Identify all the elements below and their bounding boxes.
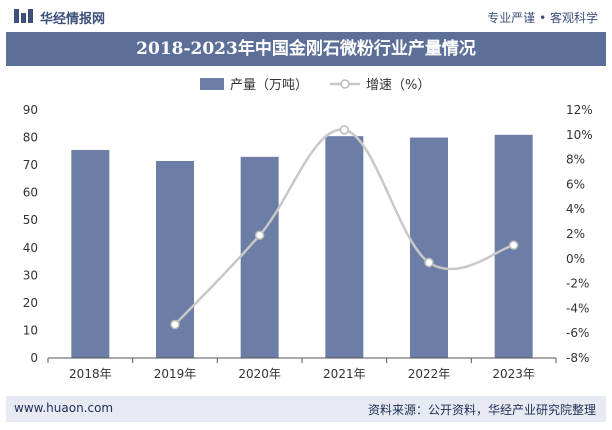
left-tick-label: 0 (30, 351, 38, 365)
growth-point (339, 125, 350, 135)
growth-point (508, 240, 519, 250)
bar-chart-logo-icon (14, 9, 33, 23)
legend-line-label: 增速（%） (366, 78, 430, 93)
legend-bar-swatch (200, 78, 224, 90)
right-tick-label: 10% (566, 128, 593, 142)
title-bar: 2018-2023年中国金刚石微粉行业产量情况 (6, 32, 606, 66)
right-tick-label: 6% (566, 177, 585, 191)
website-link[interactable]: www.huaon.com (14, 401, 114, 415)
bar (71, 149, 110, 358)
x-tick-label: 2022年 (408, 367, 451, 381)
right-tick-label: -4% (566, 301, 589, 315)
chart-title: 2018-2023年中国金刚石微粉行业产量情况 (136, 39, 476, 59)
x-tick-label: 2020年 (238, 367, 281, 381)
x-tick-label: 2021年 (323, 367, 366, 381)
right-tick-label: 12% (566, 103, 593, 117)
growth-point (424, 257, 434, 268)
x-tick-label: 2018年 (69, 367, 112, 381)
chart: 产量（万吨） 增速（%） 0 10 20 30 40 50 60 70 80 90 -8% -6% -4… (23, 78, 593, 381)
bar (325, 136, 364, 358)
bar (240, 156, 279, 358)
right-tick-label: -6% (566, 326, 589, 340)
brand-name: 华经情报网 (40, 12, 106, 27)
x-tick-label: 2019年 (154, 367, 197, 381)
legend-line-marker (340, 79, 350, 89)
data-source: 资料来源：公开资料，华经产业研究院整理 (367, 403, 596, 417)
left-tick-label: 60 (23, 186, 38, 200)
legend-bar-label: 产量（万吨） (230, 78, 308, 93)
left-tick-label: 30 (23, 268, 38, 282)
x-tick-label: 2023年 (492, 367, 535, 381)
right-tick-label: -8% (566, 351, 589, 365)
left-tick-label: 70 (23, 158, 38, 172)
right-tick-label: 2% (566, 227, 585, 241)
right-tick-label: -2% (566, 277, 589, 291)
x-axis: 2018年 2019年 2020年 2021年 2022年 2023年 (47, 357, 557, 381)
right-tick-label: 0% (566, 252, 585, 266)
left-tick-label: 50 (23, 213, 38, 227)
right-tick-label: 4% (566, 202, 585, 216)
growth-point (170, 319, 180, 330)
legend: 产量（万吨） 增速（%） (200, 78, 430, 93)
left-tick-label: 10 (23, 323, 38, 337)
right-axis: -8% -6% -4% -2% 0% 2% 4% 6% 8% 10% 12% (566, 103, 593, 365)
left-axis: 0 10 20 30 40 50 60 70 80 90 (23, 103, 38, 365)
tagline: 专业严谨 • 客观科学 (487, 11, 598, 25)
left-tick-label: 90 (23, 103, 38, 117)
growth-line (170, 125, 519, 330)
top-bar: 华经情报网 专业严谨 • 客观科学 (0, 0, 612, 32)
footer: www.huaon.com 资料来源：公开资料，华经产业研究院整理 (6, 396, 606, 422)
left-tick-label: 20 (23, 296, 38, 310)
growth-point (254, 230, 265, 240)
left-tick-label: 40 (23, 241, 38, 255)
right-tick-label: 8% (566, 153, 585, 167)
left-tick-label: 80 (23, 131, 38, 145)
